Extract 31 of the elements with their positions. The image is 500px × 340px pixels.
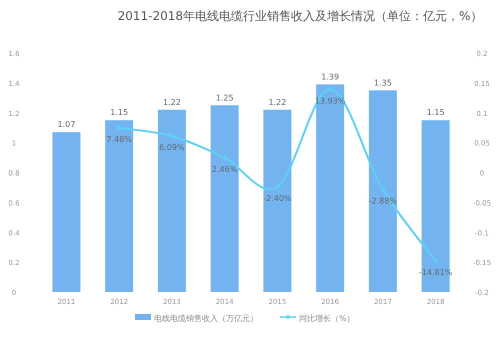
data-label: 7.48% <box>106 134 132 144</box>
point <box>380 188 385 192</box>
point <box>434 258 438 263</box>
data-label: 13.93% <box>314 96 346 106</box>
bar <box>368 90 397 292</box>
data-label: 1.15 <box>110 108 128 118</box>
bar <box>158 110 186 292</box>
data-label: -2.40% <box>263 194 292 203</box>
bar <box>316 84 344 292</box>
bar <box>105 120 134 292</box>
bar <box>263 110 292 292</box>
point <box>275 184 280 189</box>
data-label: 1.15 <box>426 108 445 118</box>
data-label: 1.22 <box>162 98 181 107</box>
data-label: 1.39 <box>321 72 340 82</box>
data-label: 1.25 <box>216 93 234 102</box>
data-label: 1.22 <box>268 98 286 107</box>
chart-title: 2011-2018年电线电缆行业销售收入及增长情况（单位：亿元，%） <box>118 9 482 23</box>
data-label: 1.07 <box>57 120 76 130</box>
point <box>222 156 227 160</box>
bar <box>52 132 80 292</box>
point <box>328 87 332 92</box>
data-label: 2.46% <box>212 164 238 174</box>
legend-label: 电线电缆销售收入（万亿元） <box>154 314 258 323</box>
bar <box>210 105 239 292</box>
data-label: -2.88% <box>368 196 398 206</box>
data-label: 6.09% <box>159 143 185 152</box>
point <box>170 134 174 138</box>
legend-label: 同比增长（%） <box>299 314 355 323</box>
point <box>117 126 122 130</box>
data-label: 1.35 <box>374 78 392 88</box>
